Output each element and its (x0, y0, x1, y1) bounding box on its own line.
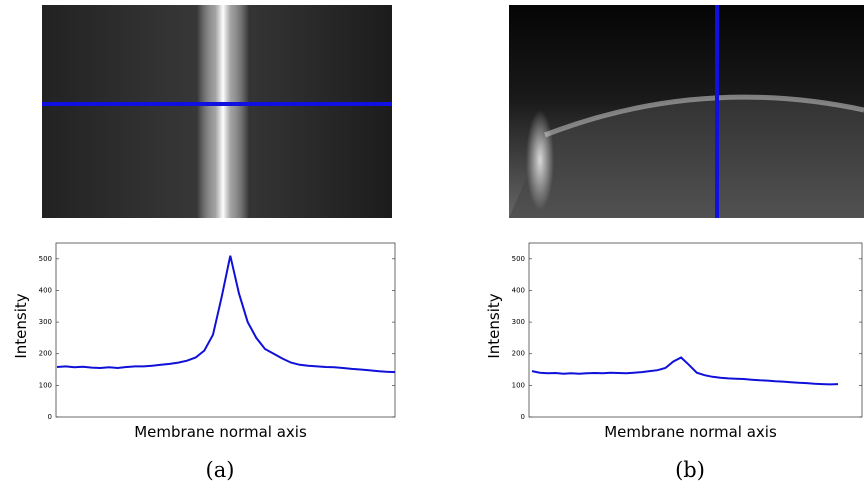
plot-frame (528, 242, 863, 418)
y-tick-label: 100 (39, 381, 52, 389)
y-axis-label: Intensity (485, 293, 503, 358)
image-a (42, 5, 392, 218)
y-tick-label: 100 (512, 381, 525, 389)
y-tick-label: 500 (39, 255, 52, 263)
y-axis-label: Intensity (12, 293, 30, 358)
y-tick-label: 0 (48, 413, 52, 421)
data-line (531, 356, 839, 386)
y-tick-label: 0 (521, 413, 525, 421)
caption: (a) (206, 458, 235, 482)
x-axis-label: Membrane normal axis (134, 423, 307, 441)
y-tick-label: 200 (512, 350, 525, 358)
y-tick-label: 400 (512, 286, 525, 294)
image-b (509, 5, 864, 218)
data-line (56, 255, 396, 374)
caption: (b) (675, 458, 705, 482)
plot-frame (55, 242, 396, 418)
x-axis-label: Membrane normal axis (604, 423, 777, 441)
y-tick-label: 300 (512, 318, 525, 326)
y-tick-label: 300 (39, 318, 52, 326)
y-tick-label: 200 (39, 350, 52, 358)
y-tick-label: 500 (512, 255, 525, 263)
y-tick-label: 400 (39, 286, 52, 294)
